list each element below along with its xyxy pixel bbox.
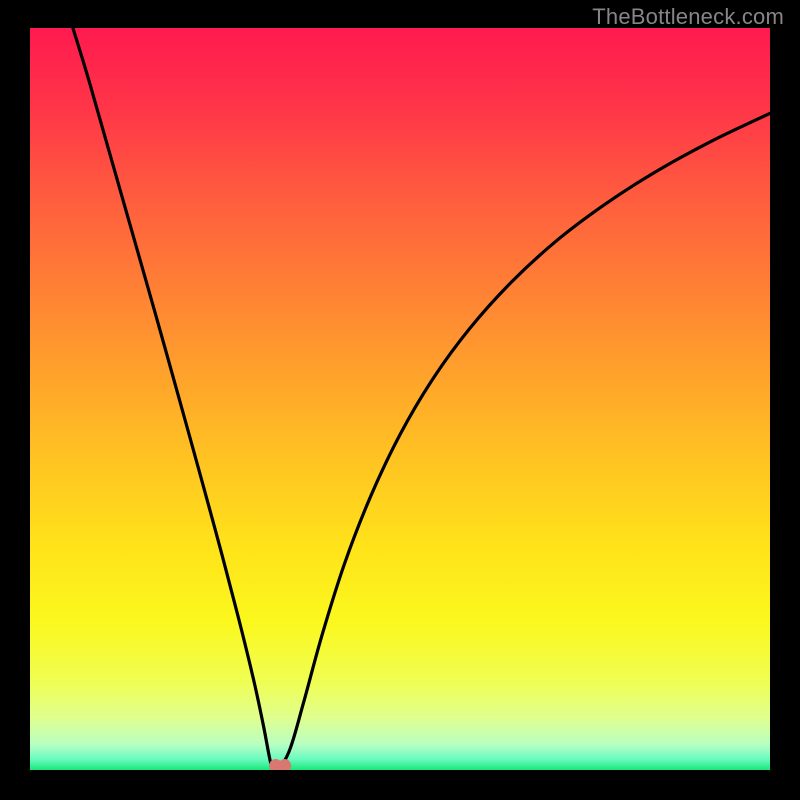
watermark-text: TheBottleneck.com bbox=[592, 4, 784, 30]
bottleneck-curve bbox=[30, 28, 770, 770]
vertex-marker bbox=[269, 759, 291, 770]
plot-area bbox=[30, 28, 770, 770]
